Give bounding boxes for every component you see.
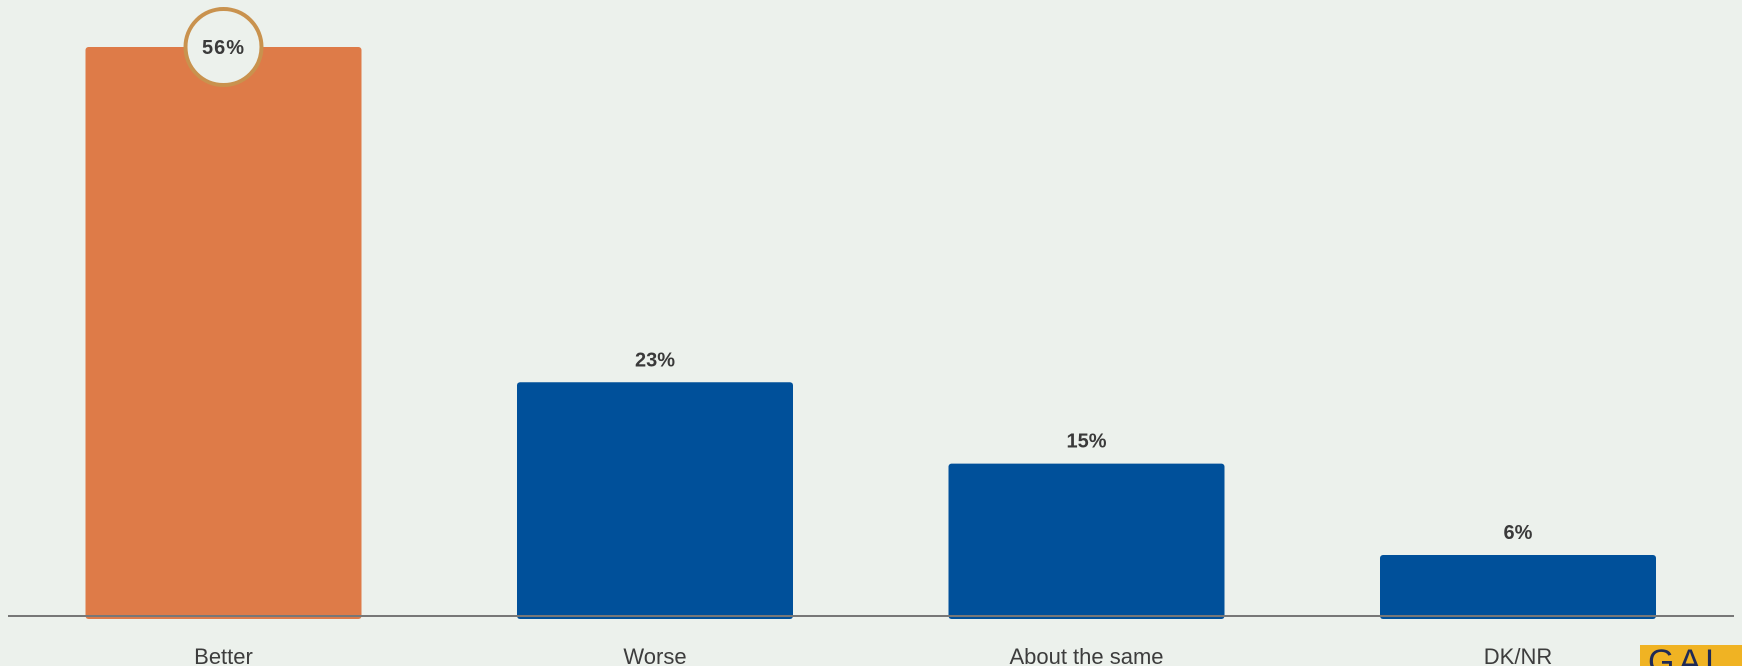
value-label: 6% [1504, 522, 1533, 544]
brand-logo: GAL [1640, 645, 1742, 666]
bar-dk-nr [1380, 555, 1656, 619]
bar-worse [517, 382, 793, 619]
value-label: 15% [1066, 431, 1106, 453]
value-label: 23% [635, 349, 675, 371]
category-label: Worse [623, 644, 686, 666]
highlight-value-badge [183, 7, 264, 87]
category-label: About the same [1009, 644, 1163, 666]
brand-logo-text: GAL [1648, 645, 1729, 666]
bar-better [85, 47, 362, 619]
category-label: DK/NR [1484, 644, 1552, 666]
value-label: 56% [202, 37, 245, 59]
bar-about-the-same [948, 463, 1225, 619]
category-label: Better [194, 644, 253, 666]
